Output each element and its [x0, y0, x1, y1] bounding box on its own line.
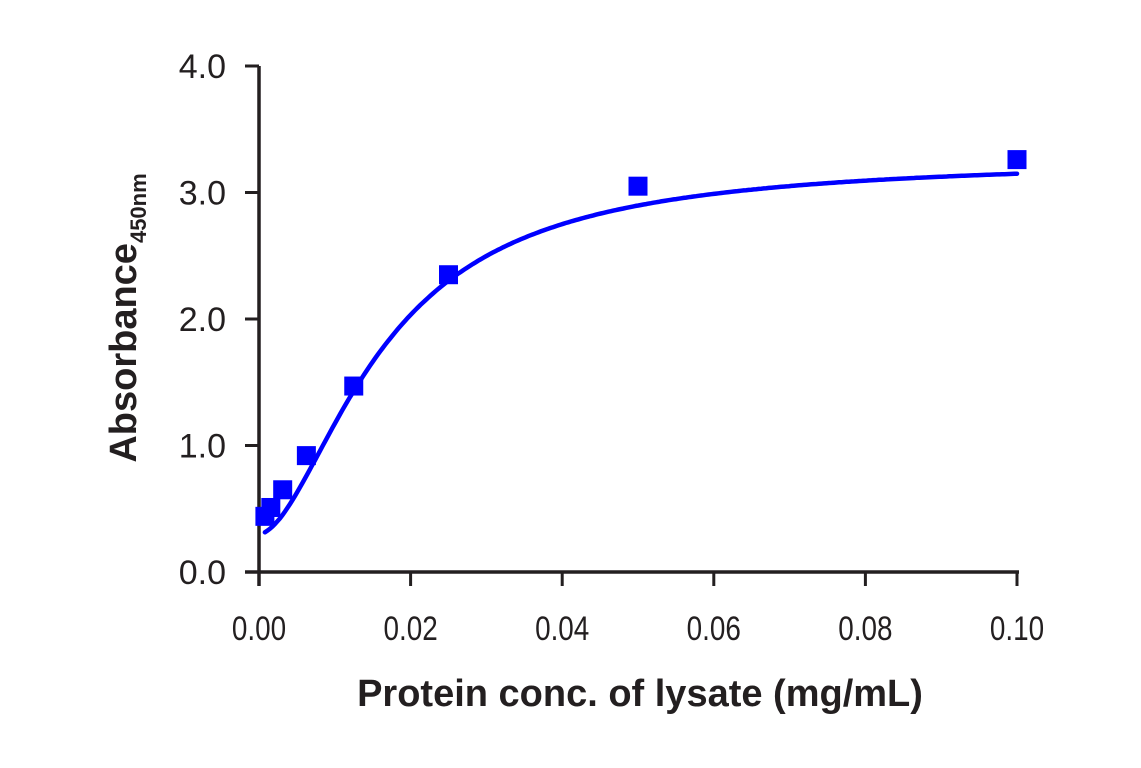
data-point-marker: [273, 480, 293, 500]
x-tick-label: 0.02: [383, 609, 437, 647]
y-tick-label: 3.0: [179, 175, 226, 213]
y-tick-label: 2.0: [179, 301, 226, 339]
y-axis-title-subscript: 450nm: [126, 173, 151, 243]
x-tick-label: 0.10: [990, 609, 1044, 647]
x-tick-label: 0.06: [687, 609, 741, 647]
x-axis-ticks: 0.00 0.02 0.04 0.06 0.08 0.10: [232, 572, 1044, 648]
data-point-marker: [296, 446, 316, 466]
x-axis-title: Protein conc. of lysate (mg/mL): [357, 673, 923, 715]
y-tick-label: 0.0: [179, 554, 226, 592]
data-markers: [255, 150, 1027, 526]
data-point-marker: [344, 376, 364, 396]
data-point-marker: [628, 176, 648, 196]
data-point-marker: [1007, 150, 1027, 170]
x-tick-label: 0.04: [535, 609, 589, 647]
fitted-curve: [262, 171, 1020, 535]
data-point-marker: [261, 497, 281, 517]
y-tick-label: 4.0: [179, 48, 226, 86]
y-axis-ticks: 0.0 1.0 2.0 3.0 4.0: [179, 48, 259, 592]
data-point-marker: [439, 265, 458, 285]
y-axis-title: Absorbance450nm: [103, 173, 151, 462]
y-axis-title-main: Absorbance: [103, 243, 145, 463]
x-tick-label: 0.00: [232, 609, 286, 647]
x-tick-label: 0.08: [838, 609, 892, 647]
y-tick-label: 1.0: [179, 428, 226, 466]
